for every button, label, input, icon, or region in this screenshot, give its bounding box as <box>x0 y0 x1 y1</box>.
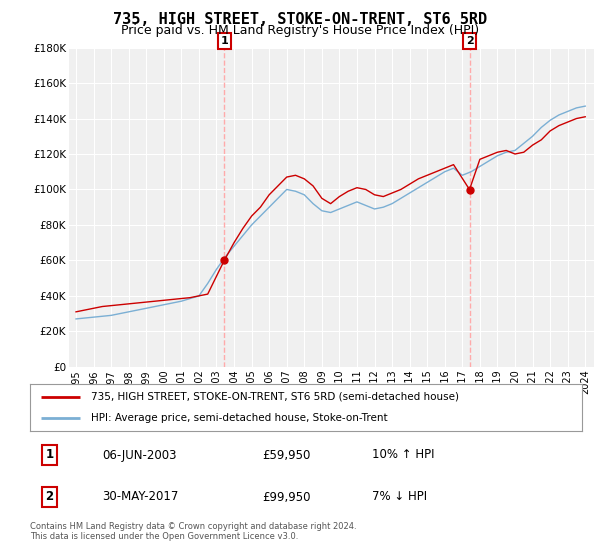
Text: 735, HIGH STREET, STOKE-ON-TRENT, ST6 5RD: 735, HIGH STREET, STOKE-ON-TRENT, ST6 5R… <box>113 12 487 27</box>
Text: 7% ↓ HPI: 7% ↓ HPI <box>372 491 427 503</box>
Text: 1: 1 <box>220 36 228 46</box>
Text: 30-MAY-2017: 30-MAY-2017 <box>102 491 178 503</box>
Text: Contains HM Land Registry data © Crown copyright and database right 2024.
This d: Contains HM Land Registry data © Crown c… <box>30 522 356 542</box>
Text: 06-JUN-2003: 06-JUN-2003 <box>102 449 176 461</box>
Text: £99,950: £99,950 <box>262 491 310 503</box>
Text: 2: 2 <box>466 36 473 46</box>
Text: 10% ↑ HPI: 10% ↑ HPI <box>372 449 435 461</box>
Text: £59,950: £59,950 <box>262 449 310 461</box>
Text: HPI: Average price, semi-detached house, Stoke-on-Trent: HPI: Average price, semi-detached house,… <box>91 413 388 423</box>
Text: 2: 2 <box>45 491 53 503</box>
Text: 1: 1 <box>45 449 53 461</box>
Text: 735, HIGH STREET, STOKE-ON-TRENT, ST6 5RD (semi-detached house): 735, HIGH STREET, STOKE-ON-TRENT, ST6 5R… <box>91 392 459 402</box>
Text: Price paid vs. HM Land Registry's House Price Index (HPI): Price paid vs. HM Land Registry's House … <box>121 24 479 37</box>
